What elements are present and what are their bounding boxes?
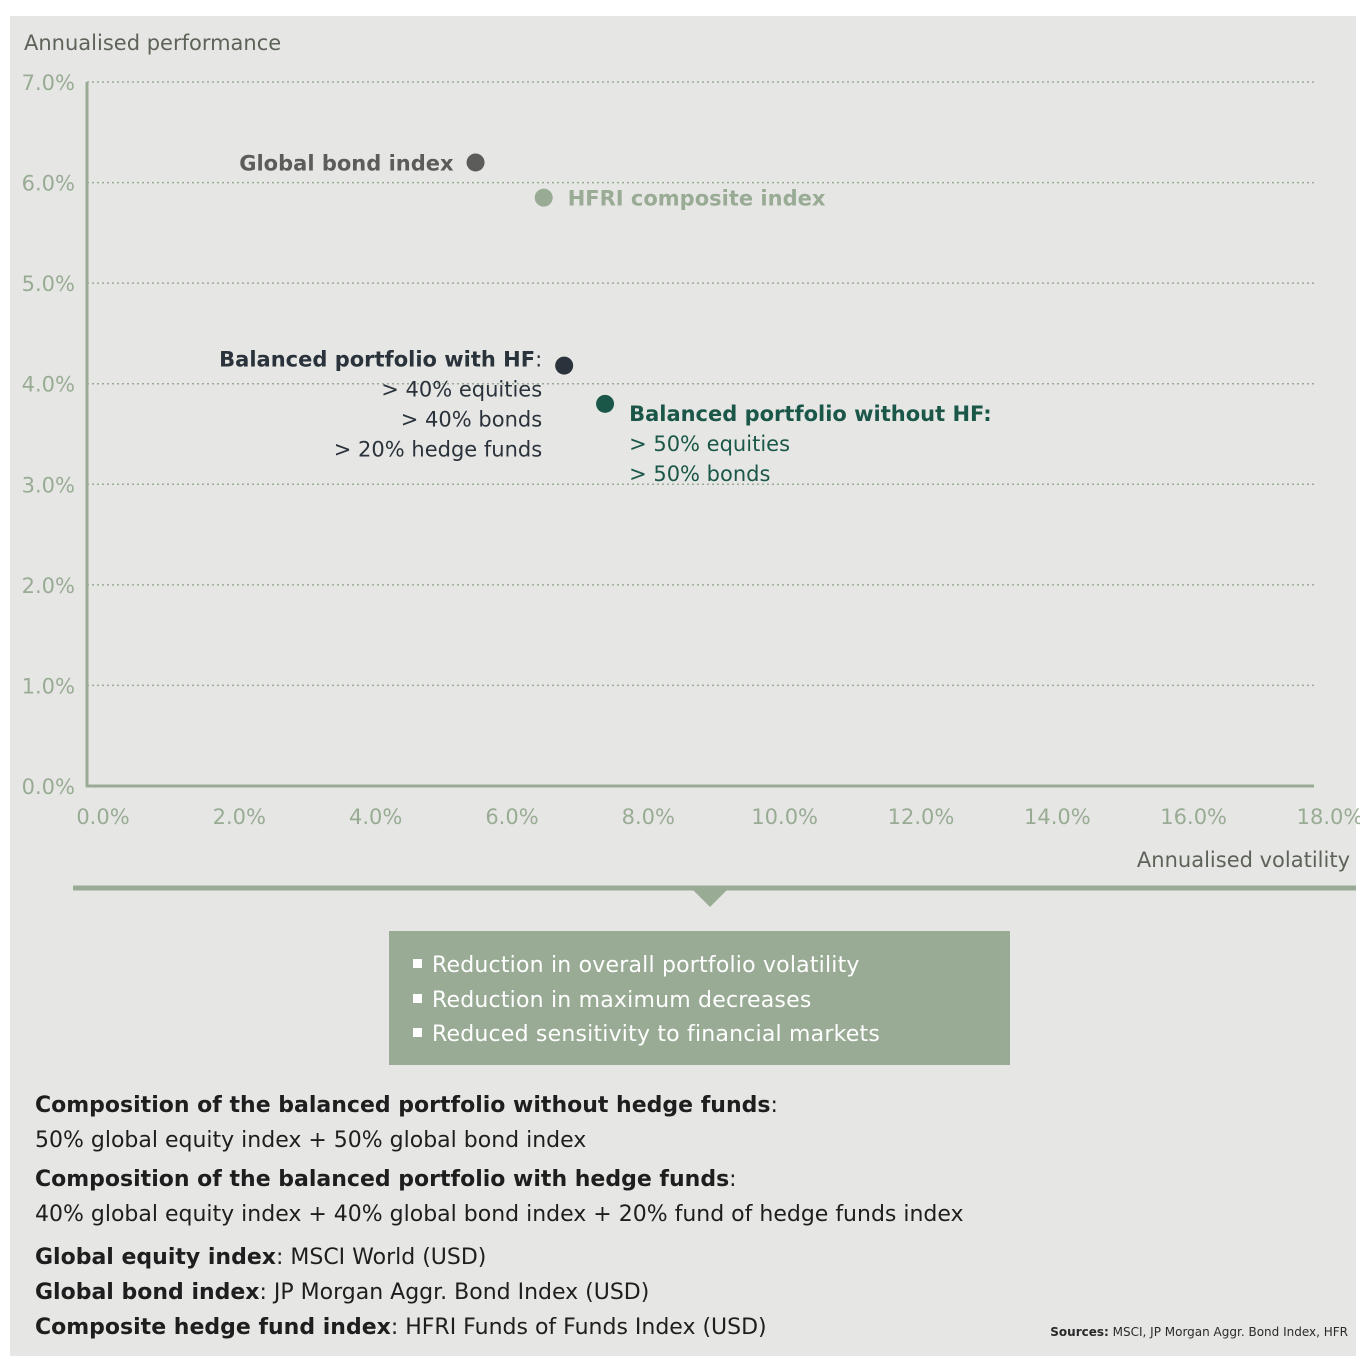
divider-pointer (692, 889, 728, 907)
point-label: Balanced portfolio with HF: (219, 348, 542, 372)
callout-item: Reduction in maximum decreases (413, 984, 1010, 1019)
sources-note: Sources: MSCI, JP Morgan Aggr. Bond Inde… (1050, 1325, 1348, 1339)
x-tick-label: 6.0% (485, 805, 538, 829)
note-with-value: 40% global equity index + 40% global bon… (35, 1202, 964, 1227)
note-with-title: Composition of the balanced portfolio wi… (35, 1167, 737, 1192)
point-label: Balanced portfolio without HF: (629, 402, 992, 426)
data-points: Global bond index HFRI composite index Bal… (219, 151, 991, 485)
y-axis-title: Annualised performance (24, 31, 281, 55)
note-hedge-fund: Composite hedge fund index: HFRI Funds o… (35, 1315, 767, 1340)
y-tick-label: 0.0% (22, 775, 75, 799)
y-tick-label: 2.0% (22, 574, 75, 598)
x-tick-label: 4.0% (349, 805, 402, 829)
data-point (466, 153, 485, 172)
y-tick-labels: 0.0% 1.0% 2.0% 3.0% 4.0% 5.0% 6.0% 7.0% (22, 71, 75, 799)
callout-item: Reduced sensitivity to financial markets (413, 1018, 1010, 1053)
point-label: Global bond index (239, 151, 454, 175)
point-detail: > 40% bonds (401, 408, 542, 432)
x-tick-label: 8.0% (622, 805, 675, 829)
y-tick-label: 7.0% (22, 71, 75, 95)
note-without-value: 50% global equity index + 50% global bon… (35, 1128, 587, 1153)
y-tick-label: 3.0% (22, 473, 75, 497)
point-label: HFRI composite index (568, 187, 826, 211)
scatter-chart: Annualised performance 0.0% 1.0% 2.0% 3.0% 4… (22, 31, 1360, 907)
note-bond: Global bond index: JP Morgan Aggr. Bond … (35, 1280, 650, 1305)
x-tick-label: 12.0% (888, 805, 955, 829)
data-point (596, 394, 615, 413)
x-tick-label: 18.0% (1297, 805, 1360, 829)
x-tick-label: 14.0% (1024, 805, 1091, 829)
callout-item: Reduction in overall portfolio volatilit… (413, 949, 1010, 984)
x-tick-label: 2.0% (213, 805, 266, 829)
x-tick-label: 10.0% (751, 805, 818, 829)
bullet-square-icon (413, 993, 422, 1003)
bullet-square-icon (413, 1028, 422, 1037)
y-tick-label: 5.0% (22, 272, 75, 296)
bullet-square-icon (413, 959, 422, 968)
x-tick-label: 0.0% (76, 805, 129, 829)
point-detail: > 40% equities (381, 378, 542, 402)
note-equity: Global equity index: MSCI World (USD) (35, 1245, 487, 1270)
data-point (534, 188, 553, 207)
point-detail: > 50% equities (629, 432, 790, 456)
x-tick-labels: 0.0% 2.0% 4.0% 6.0% 8.0% 10.0% 12.0% 14.0% 16.0%… (76, 805, 1360, 829)
point-detail: > 20% hedge funds (334, 438, 542, 462)
note-without-title: Composition of the balanced portfolio wi… (35, 1093, 778, 1118)
y-tick-label: 4.0% (22, 373, 75, 397)
y-tick-label: 1.0% (22, 674, 75, 698)
x-axis-title: Annualised volatility (1137, 848, 1350, 872)
data-point (555, 356, 574, 375)
point-detail: > 50% bonds (629, 462, 770, 486)
x-tick-label: 16.0% (1160, 805, 1227, 829)
benefits-callout: Reduction in overall portfolio volatilit… (389, 931, 1010, 1065)
y-tick-label: 6.0% (22, 172, 75, 196)
